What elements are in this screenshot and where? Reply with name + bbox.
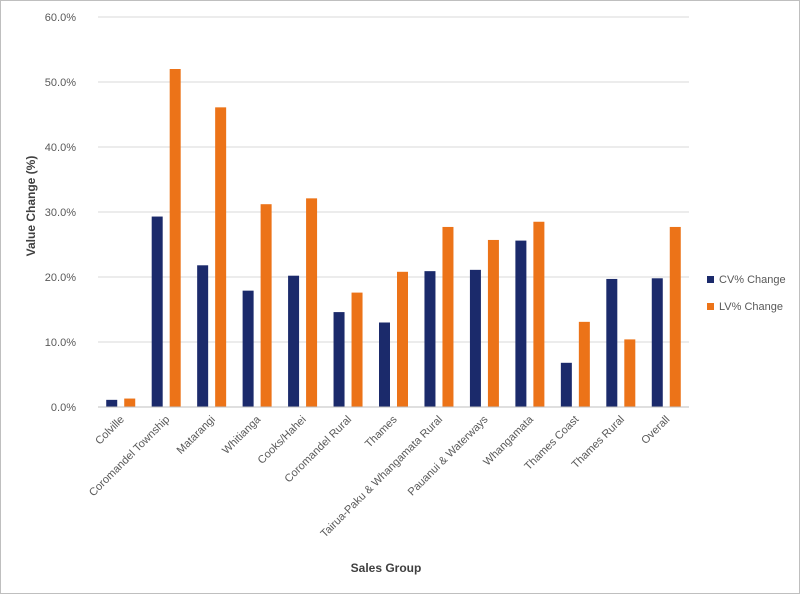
legend-swatch [707, 303, 714, 310]
y-tick-label: 10.0% [45, 337, 76, 349]
x-tick-label: Whitianga [220, 413, 264, 457]
legend: CV% Change LV% Change [707, 274, 786, 313]
cv-change-bar [469, 269, 481, 407]
lv-change-bar [487, 239, 499, 407]
cv-change-bar [560, 362, 572, 407]
cv-change-bar [379, 322, 390, 407]
y-axis-title: Value Change (%) [24, 156, 38, 257]
lv-change-bar [397, 271, 408, 407]
legend-label: CV% Change [719, 274, 786, 286]
y-tick-label: 0.0% [51, 402, 76, 414]
bar-series [106, 69, 681, 407]
x-tick-label: Thames [363, 413, 400, 450]
x-axis-title: Sales Group [351, 561, 422, 575]
y-tick-label: 60.0% [45, 12, 76, 24]
cv-change-bar [242, 290, 254, 407]
cv-change-bar [106, 399, 118, 407]
lv-change-bar [533, 221, 545, 407]
lv-change-bar [669, 226, 681, 407]
lv-change-bar [351, 292, 363, 407]
cv-change-bar [606, 278, 618, 407]
x-tick-label: Matarangi [175, 414, 218, 457]
cv-change-bar [424, 271, 436, 407]
cv-change-bar [197, 265, 209, 407]
lv-change-bar [124, 398, 136, 407]
y-tick-label: 40.0% [45, 142, 76, 154]
cv-change-bar [151, 216, 163, 407]
lv-change-bar [215, 107, 227, 407]
x-tick-label: Colville [93, 414, 127, 448]
lv-change-bar [306, 198, 318, 407]
y-axis-ticks: 0.0% 10.0% 20.0% 30.0% 40.0% 50.0% 60.0% [45, 12, 76, 414]
y-tick-label: 30.0% [45, 207, 76, 219]
legend-label: LV% Change [719, 301, 783, 313]
y-tick-label: 50.0% [45, 77, 76, 89]
cv-change-bar [333, 312, 345, 407]
lv-change-bar [169, 69, 181, 407]
legend-swatch [707, 276, 714, 283]
cv-change-bar [288, 275, 300, 407]
lv-change-bar [442, 226, 454, 407]
cv-change-bar [651, 278, 663, 407]
lv-change-bar [578, 321, 590, 407]
x-tick-label: Coromandel Township [87, 414, 172, 499]
cv-change-bar [515, 240, 527, 407]
gridlines [98, 16, 689, 343]
x-tick-label: Overall [639, 414, 672, 447]
lv-change-bar [624, 339, 636, 407]
x-tick-label: Pauanui & Waterways [406, 413, 491, 498]
lv-change-bar [260, 204, 272, 407]
y-tick-label: 20.0% [45, 272, 76, 284]
